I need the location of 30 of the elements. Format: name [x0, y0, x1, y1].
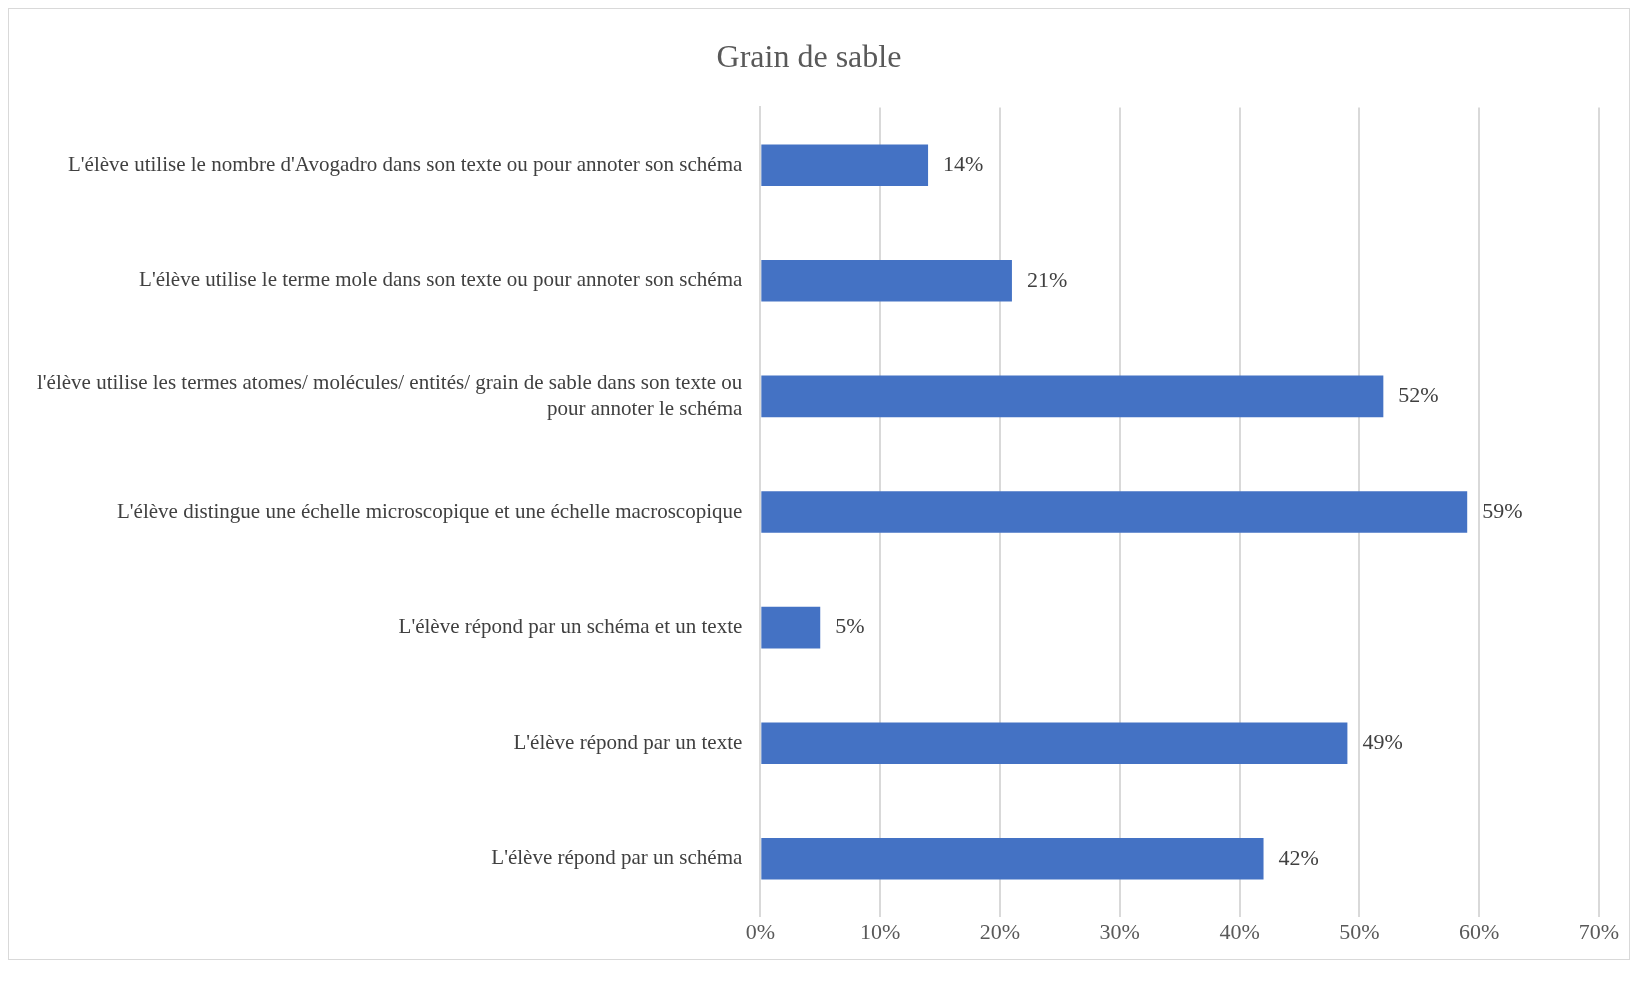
data-label: 14%: [943, 150, 984, 176]
x-tick-label: 0%: [745, 918, 775, 944]
x-tick-label: 50%: [1339, 918, 1380, 944]
x-tick-label: 60%: [1459, 918, 1500, 944]
data-label: 59%: [1482, 497, 1523, 523]
bar: [761, 144, 929, 187]
y-tick-label: L'élève répond par un texte: [513, 729, 743, 754]
data-label: 49%: [1362, 728, 1403, 754]
data-label: 52%: [1398, 382, 1439, 408]
x-tick-label: 10%: [859, 918, 901, 944]
y-tick-label: L'élève distingue une échelle microscopique et une échelle macroscopique: [116, 498, 743, 523]
y-tick-label: L'élève utilise le terme mole dans son texte ou pour annoter son schéma: [139, 267, 743, 292]
bar: [761, 375, 1384, 418]
y-tick-label: l'élève utilise les termes atomes/ molécules/ entités/ grain de sable dans son texte ou pour annoter le schéma: [36, 370, 744, 420]
bar: [761, 491, 1468, 533]
y-tick-label: L'élève répond par un schéma: [491, 845, 743, 870]
bar: [761, 606, 821, 649]
data-label: 5%: [835, 613, 865, 639]
x-tick-label: 30%: [1099, 918, 1140, 944]
x-tick-label: 20%: [979, 918, 1021, 944]
data-label: 42%: [1278, 844, 1319, 870]
x-tick-label: 40%: [1219, 918, 1260, 944]
y-tick-label: L'élève répond par un schéma et un texte: [398, 614, 743, 639]
bar: [761, 837, 1264, 880]
x-tick-label: 70%: [1578, 918, 1620, 944]
y-tick-label: L'élève utilise le nombre d'Avogadro dans son texte ou pour annoter son schéma: [68, 151, 744, 176]
chart-title: Grain de sable: [716, 37, 902, 74]
bar: [761, 722, 1348, 765]
bar: [761, 259, 1012, 302]
data-label: 21%: [1026, 266, 1068, 292]
